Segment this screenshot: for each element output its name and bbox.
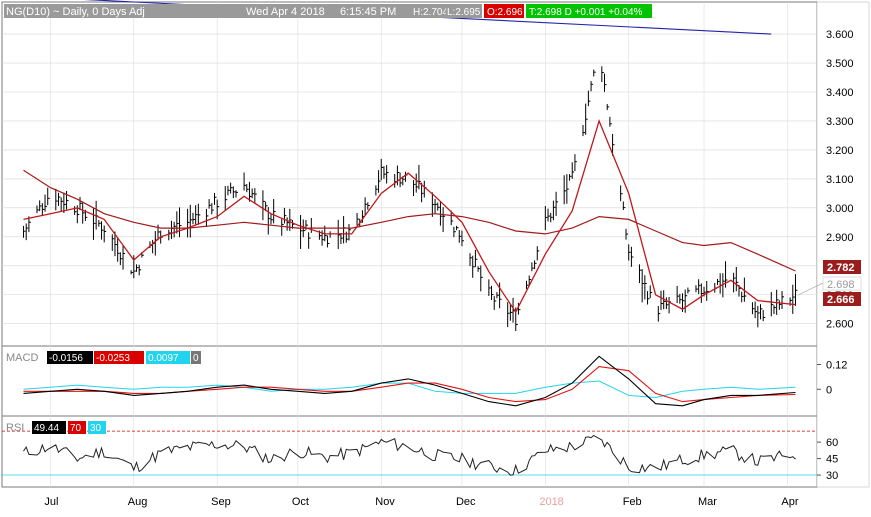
- price-tick-label: 3.500: [826, 58, 854, 70]
- x-tick-label: Dec: [456, 496, 476, 508]
- macd-signal-bg: [94, 351, 144, 364]
- rsi-legend: RSI 49.44 70 30: [6, 421, 106, 434]
- price-tick-label: 3.100: [826, 174, 854, 186]
- header-datetime-bg: [244, 4, 412, 18]
- rsi-tick-label: 45: [826, 454, 838, 466]
- last-price-connector: [797, 282, 824, 296]
- header-symbol: NG(D10) ~ Daily, 0 Days Adj: [6, 6, 145, 18]
- macd-hist-bg: [146, 351, 190, 364]
- rsi-70-bg: [68, 421, 86, 434]
- price-tag-ma-short: 2.666: [827, 294, 855, 306]
- header-close-change: T:2.698 D +0.001 +0.04%: [529, 7, 643, 18]
- x-tick-label: Mar: [698, 496, 717, 508]
- rsi-tick-label: 30: [826, 470, 838, 482]
- header-low: L:2.695: [447, 7, 481, 18]
- moving-average-short-line: [23, 119, 796, 314]
- price-tick-label: 3.400: [826, 87, 854, 99]
- rsi-value-bg: [32, 421, 66, 434]
- rsi-tick-label: 60: [826, 437, 838, 449]
- header-high-bg: [412, 4, 446, 18]
- header-open: O:2.696: [487, 7, 523, 18]
- price-tick-label: 3.200: [826, 145, 854, 157]
- x-tick-label: Jul: [44, 496, 58, 508]
- macd-value-bg: [47, 351, 93, 364]
- macd-legend: MACD -0.0156 -0.0253 0.0097 0: [6, 351, 201, 364]
- series-layer: [2, 0, 824, 476]
- header-open-bg: [484, 4, 524, 18]
- x-tick-label: Nov: [375, 496, 395, 508]
- header-close-bg: [526, 4, 652, 18]
- x-tick-label: 2018: [539, 496, 563, 508]
- macd-value: -0.0156: [49, 353, 83, 364]
- header-datetime: Wed Apr 4 2018: [246, 6, 325, 18]
- x-tick-label: Sep: [211, 496, 231, 508]
- header-bar: NG(D10) ~ Daily, 0 Days Adj Wed Apr 4 20…: [4, 4, 652, 18]
- axis-layer: 3.600 3.500 3.400 3.300 3.200 3.100 3.000 2.900…: [44, 29, 853, 508]
- price-tag-last: 2.698: [827, 279, 855, 291]
- right-axis-frame: [816, 1, 870, 488]
- rsi-line: [23, 434, 796, 476]
- rsi-label: RSI: [6, 422, 24, 434]
- price-tag-ma-short-bg: [823, 292, 861, 306]
- header-symbol-bg: [4, 4, 246, 18]
- rsi-70-value: 70: [70, 423, 82, 434]
- price-tick-label: 3.300: [826, 116, 854, 128]
- macd-hist-value: 0.0097: [148, 353, 179, 364]
- macd-zero-bg: [191, 351, 201, 364]
- price-tag-ma-long-bg: [823, 260, 861, 274]
- x-tick-label: Aug: [128, 496, 148, 508]
- macd-signal-line: [23, 366, 796, 403]
- price-tick-label: 2.900: [826, 232, 854, 244]
- header-high: H:2.704: [413, 7, 448, 18]
- price-tick-label: 3.600: [826, 29, 854, 41]
- rsi-value: 49.44: [34, 423, 59, 434]
- price-tag-ma-long: 2.782: [827, 262, 855, 274]
- macd-line: [23, 355, 796, 407]
- x-tick-label: Feb: [623, 496, 642, 508]
- price-tick-label: 2.600: [826, 319, 854, 331]
- macd-label: MACD: [6, 352, 38, 364]
- rsi-30-bg: [88, 421, 106, 434]
- price-tick-label: 3.000: [826, 203, 854, 215]
- price-tags: 2.782 2.698 2.666: [822, 260, 862, 306]
- header-low-bg: [446, 4, 482, 18]
- x-tick-label: Oct: [292, 496, 309, 508]
- rsi-30-value: 30: [90, 423, 102, 434]
- price-tag-last-bg: [822, 276, 862, 291]
- macd-signal-value: -0.0253: [96, 353, 130, 364]
- moving-average-long-line: [23, 169, 796, 272]
- macd-tick-label: 0: [826, 384, 832, 396]
- macd-zero-value: 0: [193, 353, 199, 364]
- header-time: 6:15:45 PM: [340, 6, 396, 18]
- x-tick-label: Apr: [781, 496, 798, 508]
- macd-tick-label: 0.12: [826, 360, 847, 372]
